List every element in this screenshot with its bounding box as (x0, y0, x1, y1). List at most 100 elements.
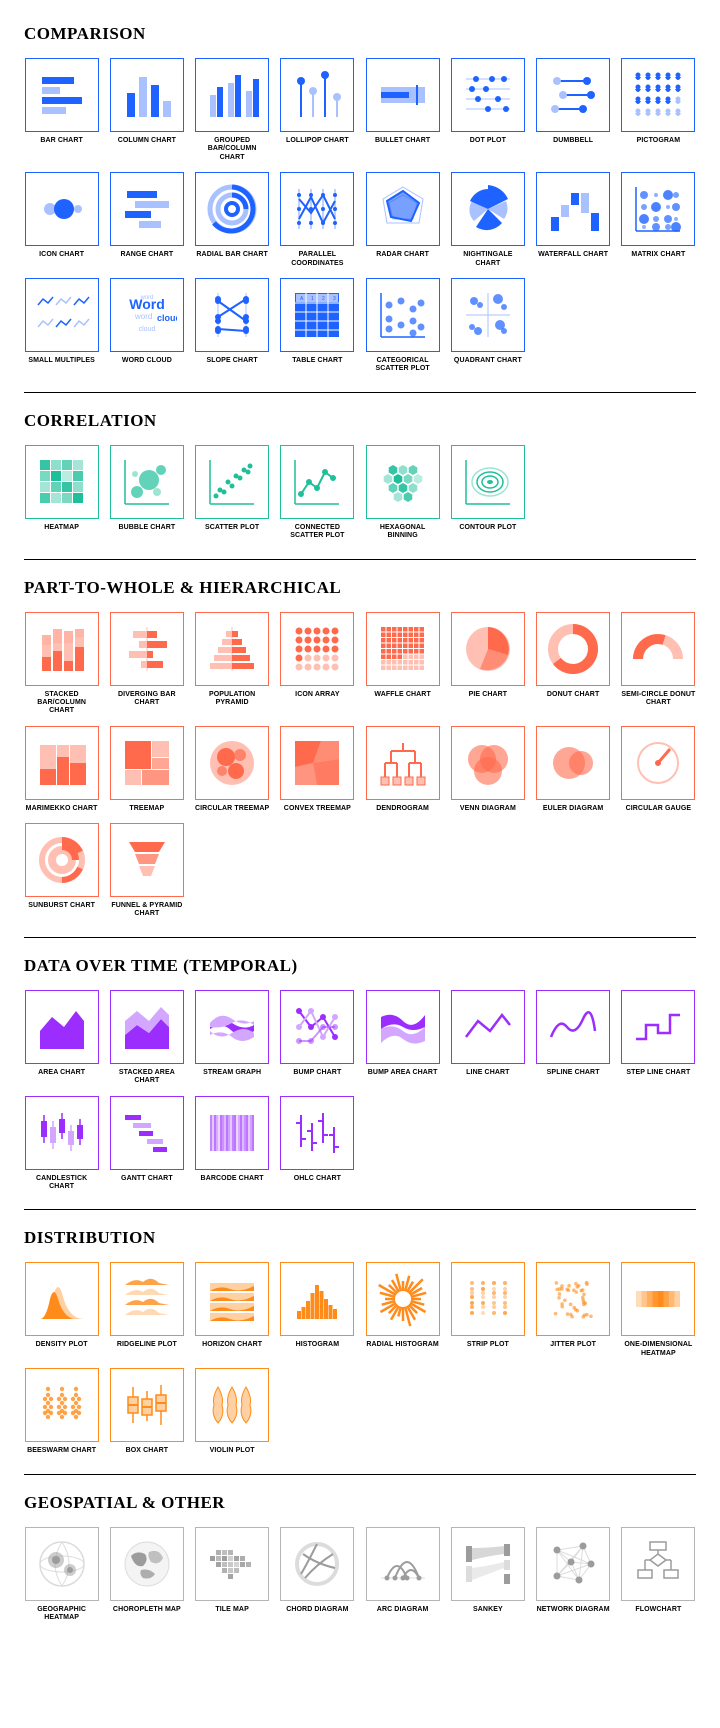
1d-heatmap-icon (621, 1262, 695, 1336)
chart-label: COLUMN CHART (118, 137, 176, 145)
chart-card-gauge[interactable]: CIRCULAR GAUGE (621, 726, 696, 813)
circ-treemap-icon (195, 726, 269, 800)
chart-card-circ-treemap[interactable]: CIRCULAR TREEMAP (195, 726, 270, 813)
chart-card-horizon[interactable]: HORIZON CHART (195, 1262, 270, 1358)
chart-card-violin[interactable]: VIOLIN PLOT (195, 1368, 270, 1455)
chart-card-euler[interactable]: EULER DIAGRAM (536, 726, 611, 813)
word-cloud-icon: Wordwordcloudwordcloud (110, 278, 184, 352)
chart-card-matrix[interactable]: MATRIX CHART (621, 172, 696, 268)
chart-card-bullet[interactable]: BULLET CHART (365, 58, 440, 162)
chart-card-treemap[interactable]: TREEMAP (109, 726, 184, 813)
chart-card-dendrogram[interactable]: DENDROGRAM (365, 726, 440, 813)
chart-card-icon-chart[interactable]: ICON CHART (24, 172, 99, 268)
chart-card-parallel-coords[interactable]: PARALLEL COORDINATES (280, 172, 355, 268)
bump-area-icon (366, 990, 440, 1064)
chart-card-box[interactable]: BOX CHART (109, 1368, 184, 1455)
chart-label: LOLLIPOP CHART (286, 137, 349, 145)
chart-label: RADIAL HISTOGRAM (366, 1341, 439, 1349)
chart-card-dumbbell[interactable]: DUMBBELL (536, 58, 611, 162)
chart-card-convex-treemap[interactable]: CONVEX TREEMAP (280, 726, 355, 813)
chart-card-range-chart[interactable]: RANGE CHART (109, 172, 184, 268)
chart-card-stream[interactable]: STREAM GRAPH (195, 990, 270, 1086)
chart-card-strip[interactable]: STRIP PLOT (450, 1262, 525, 1358)
section-parttowhole: PART-TO-WHOLE & HIERARCHICALSTACKED BAR/… (24, 578, 696, 919)
chart-card-contour[interactable]: CONTOUR PLOT (450, 445, 525, 541)
chord-icon (280, 1527, 354, 1601)
chart-card-connected-scatter[interactable]: CONNECTED SCATTER PLOT (280, 445, 355, 541)
chart-card-gantt[interactable]: GANTT CHART (109, 1096, 184, 1192)
chart-card-lollipop[interactable]: LOLLIPOP CHART (280, 58, 355, 162)
chart-label: PICTOGRAM (637, 137, 681, 145)
chart-label: VENN DIAGRAM (460, 805, 516, 813)
chart-card-spline[interactable]: SPLINE CHART (536, 990, 611, 1086)
chart-card-word-cloud[interactable]: WordwordcloudwordcloudWORD CLOUD (109, 278, 184, 374)
chart-card-barcode[interactable]: BARCODE CHART (195, 1096, 270, 1192)
chart-card-semi-donut[interactable]: SEMI-CIRCLE DONUT CHART (621, 612, 696, 716)
chart-card-radial-bar[interactable]: RADIAL BAR CHART (195, 172, 270, 268)
chart-card-step-line[interactable]: STEP LINE CHART (621, 990, 696, 1086)
chart-card-line[interactable]: LINE CHART (450, 990, 525, 1086)
section-geospatial: GEOSPATIAL & OTHERGEOGRAPHIC HEATMAPCHOR… (24, 1493, 696, 1623)
chart-card-radial-hist[interactable]: RADIAL HISTOGRAM (365, 1262, 440, 1358)
chart-card-bubble[interactable]: BUBBLE CHART (109, 445, 184, 541)
chart-card-column-chart[interactable]: COLUMN CHART (109, 58, 184, 162)
chart-card-candlestick[interactable]: CANDLESTICK CHART (24, 1096, 99, 1192)
chart-card-waterfall[interactable]: WATERFALL CHART (536, 172, 611, 268)
chart-card-grouped-bar[interactable]: GROUPED BAR/COLUMN CHART (195, 58, 270, 162)
chart-card-pop-pyramid[interactable]: POPULATION PYRAMID (195, 612, 270, 716)
chart-card-tile-map[interactable]: TILE MAP (195, 1527, 270, 1623)
chart-card-beeswarm[interactable]: BEESWARM CHART (24, 1368, 99, 1455)
chart-card-pie[interactable]: PIE CHART (450, 612, 525, 716)
chart-card-scatter[interactable]: SCATTER PLOT (195, 445, 270, 541)
chart-card-ohlc[interactable]: OHLC CHART (280, 1096, 355, 1192)
chart-card-table[interactable]: A123TABLE CHART (280, 278, 355, 374)
chart-card-donut[interactable]: DONUT CHART (536, 612, 611, 716)
chart-card-sunburst[interactable]: SUNBURST CHART (24, 823, 99, 919)
sunburst-icon (25, 823, 99, 897)
chart-card-ridgeline[interactable]: RIDGELINE PLOT (109, 1262, 184, 1358)
chart-card-hexbin[interactable]: HEXAGONAL BINNING (365, 445, 440, 541)
pictogram-icon (621, 58, 695, 132)
chart-card-small-multiples[interactable]: SMALL MULTIPLES (24, 278, 99, 374)
chart-card-bump[interactable]: BUMP CHART (280, 990, 355, 1086)
chart-card-flowchart[interactable]: FLOWCHART (621, 1527, 696, 1623)
chart-card-stacked-area[interactable]: STACKED AREA CHART (109, 990, 184, 1086)
chart-card-radar[interactable]: RADAR CHART (365, 172, 440, 268)
histogram-icon (280, 1262, 354, 1336)
chart-card-choropleth[interactable]: CHOROPLETH MAP (109, 1527, 184, 1623)
chart-card-cat-scatter[interactable]: CATEGORICAL SCATTER PLOT (365, 278, 440, 374)
icon-chart-icon (25, 172, 99, 246)
chart-card-histogram[interactable]: HISTOGRAM (280, 1262, 355, 1358)
chart-card-stacked-bar[interactable]: STACKED BAR/COLUMN CHART (24, 612, 99, 716)
chart-card-dot-plot[interactable]: DOT PLOT (450, 58, 525, 162)
chart-grid: AREA CHARTSTACKED AREA CHARTSTREAM GRAPH… (24, 990, 696, 1192)
chart-card-funnel[interactable]: FUNNEL & PYRAMID CHART (109, 823, 184, 919)
chart-card-area[interactable]: AREA CHART (24, 990, 99, 1086)
chart-label: QUADRANT CHART (454, 357, 522, 365)
chart-card-chord[interactable]: CHORD DIAGRAM (280, 1527, 355, 1623)
chart-card-bar-chart[interactable]: BAR CHART (24, 58, 99, 162)
chart-card-waffle[interactable]: WAFFLE CHART (365, 612, 440, 716)
chart-card-1d-heatmap[interactable]: ONE-DIMENSIONAL HEATMAP (621, 1262, 696, 1358)
chart-card-marimekko[interactable]: MARIMEKKO CHART (24, 726, 99, 813)
chart-card-arc[interactable]: ARC DIAGRAM (365, 1527, 440, 1623)
chart-card-heatmap[interactable]: HEATMAP (24, 445, 99, 541)
section-divider (24, 1474, 696, 1475)
stacked-bar-icon (25, 612, 99, 686)
chart-card-venn[interactable]: VENN DIAGRAM (450, 726, 525, 813)
chart-card-diverging-bar[interactable]: DIVERGING BAR CHART (109, 612, 184, 716)
chart-card-sankey[interactable]: SANKEY (450, 1527, 525, 1623)
chart-card-bump-area[interactable]: BUMP AREA CHART (365, 990, 440, 1086)
heatmap-icon (25, 445, 99, 519)
chart-card-jitter[interactable]: JITTER PLOT (536, 1262, 611, 1358)
chart-card-slope[interactable]: SLOPE CHART (195, 278, 270, 374)
chart-card-density[interactable]: DENSITY PLOT (24, 1262, 99, 1358)
bar-chart-icon (25, 58, 99, 132)
chart-card-network[interactable]: NETWORK DIAGRAM (536, 1527, 611, 1623)
chart-card-geo-heatmap[interactable]: GEOGRAPHIC HEATMAP (24, 1527, 99, 1623)
chart-card-quadrant[interactable]: QUADRANT CHART (450, 278, 525, 374)
chart-card-icon-array[interactable]: ICON ARRAY (280, 612, 355, 716)
chart-card-nightingale[interactable]: NIGHTINGALE CHART (450, 172, 525, 268)
chart-card-pictogram[interactable]: PICTOGRAM (621, 58, 696, 162)
svg-text:2: 2 (322, 296, 325, 302)
